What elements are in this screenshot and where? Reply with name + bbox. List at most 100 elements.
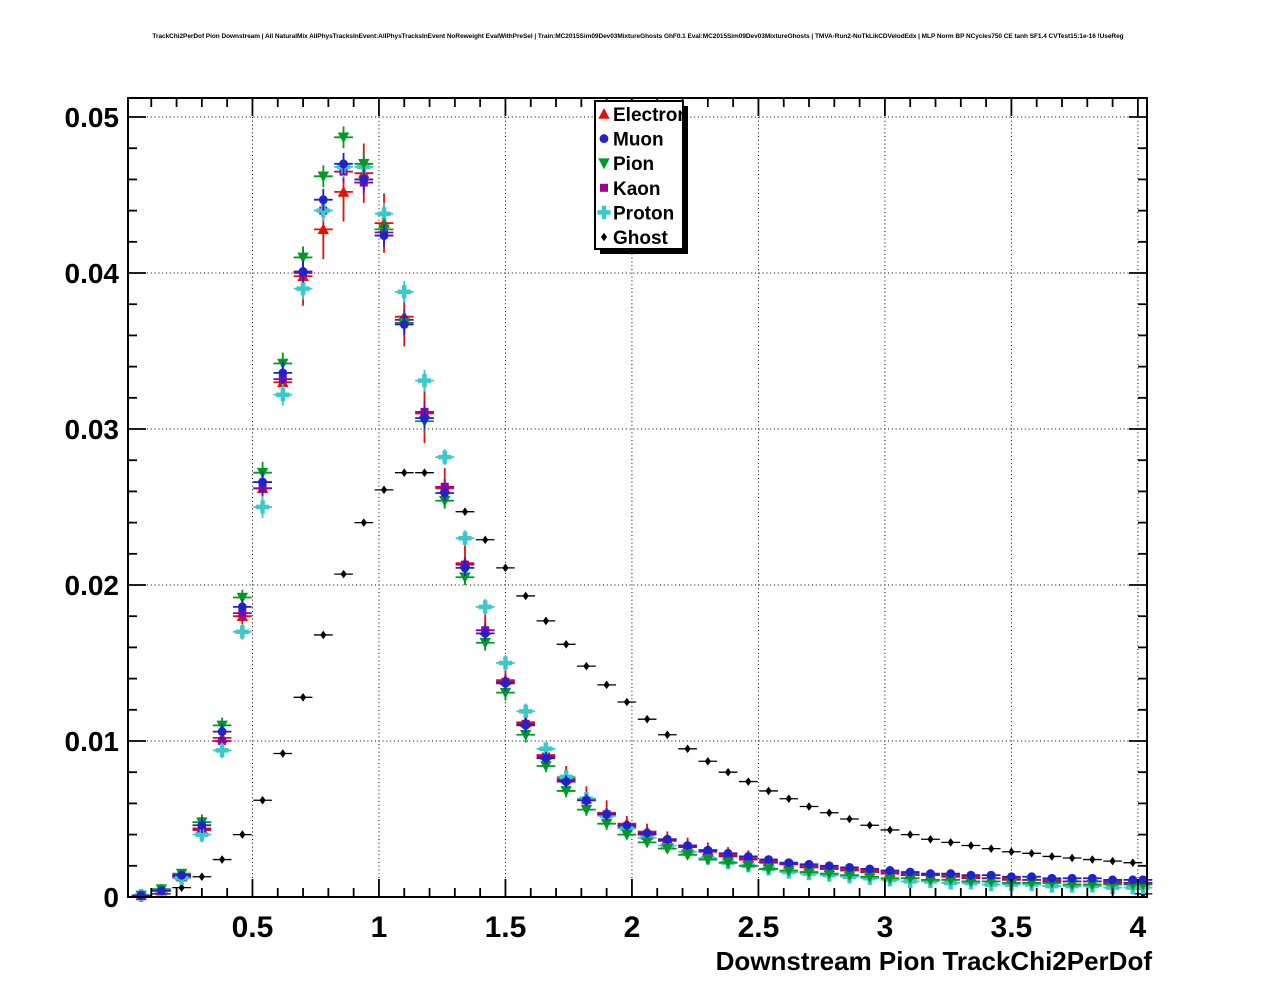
legend-box [594,100,684,250]
circle-marker [926,869,935,879]
diamond-marker [724,767,732,777]
legend-entry-ghost: Ghost [600,228,669,249]
circle-marker [298,267,308,276]
triangle-down-marker [803,867,815,879]
diamond-legend-marker [600,232,608,242]
cross-legend-marker [597,205,611,219]
diamond-marker [866,820,873,830]
diamond-marker [664,730,671,740]
triangle-down-marker [540,761,552,772]
x-tick-label-2.5: 2.5 [738,911,780,944]
axes-frame [127,97,1148,898]
diamond-marker [340,569,347,579]
legend-entry-electron: Electron [598,105,689,126]
circle-marker [703,845,713,855]
cross-marker [397,285,411,299]
diamond-marker [461,507,469,516]
diamond-marker [927,834,934,844]
cross-marker [215,743,229,757]
diamond-marker [198,872,205,882]
legend-entry-muon: Muon [599,130,664,151]
diamond-marker [1008,847,1015,857]
circle-marker [177,870,187,880]
x-tick-label-1.5: 1.5 [485,911,527,944]
triangle-down-marker [985,876,997,888]
cross-marker [438,450,452,464]
triangle-down-marker [358,159,370,170]
series-muon [131,152,1153,900]
triangle-down-marker [621,829,633,841]
diamond-marker [704,756,711,766]
circle-marker [743,852,753,861]
cross-marker [478,600,492,614]
diamond-marker [279,749,286,758]
circle-marker [986,870,996,880]
diamond-marker [421,468,428,477]
circle-marker [1027,872,1037,882]
triangle-down-marker [944,875,957,886]
circle-marker [885,866,895,875]
triangle-down-marker [864,871,876,883]
triangle-down-marker [297,252,309,264]
series-ghost [131,468,1153,902]
circle-marker [541,753,551,763]
circle-marker [824,861,834,871]
circle-marker [217,727,227,737]
diamond-marker [907,830,914,839]
cross-marker [296,282,310,296]
diamond-marker [522,591,529,601]
circle-marker [581,795,591,805]
diamond-marker [765,786,772,796]
plot-title: TrackChi2PerDof Pion Downstream | All Na… [152,33,1124,40]
circle-marker [136,891,146,900]
circle-marker [561,777,571,786]
circle-marker [156,886,166,896]
circle-marker [784,858,794,868]
triangle-down-marker [1086,879,1099,891]
circle-marker [318,195,328,205]
circle-marker [683,841,693,850]
circle-marker [1067,873,1077,883]
cross-marker [458,531,472,545]
circle-marker [379,231,389,241]
legend-label-muon: Muon [613,130,664,151]
triangle-down-legend-marker [598,158,610,170]
circle-marker [197,820,207,830]
triangle-down-marker [600,818,613,830]
y-tick-label-0.05: 0.05 [65,102,120,133]
triangle-down-marker [459,572,471,584]
y-tick-label-0.01: 0.01 [65,726,120,757]
diamond-marker [1089,855,1096,864]
diamond-marker [1048,852,1055,861]
circle-marker [946,869,956,879]
circle-marker [521,720,531,730]
diamond-marker [947,838,954,847]
cross-marker [235,625,249,639]
axis-tick-labels: 0.5 1 1.5 2 2.5 3 3.5 4 0 0.01 0.02 0.03 0.04 0.05 [65,102,1147,944]
circle-marker [1128,875,1138,885]
triangle-up-marker [317,223,329,235]
circle-marker [278,368,288,378]
triangle-down-marker [580,804,593,816]
legend-label-kaon: Kaon [613,179,661,200]
circle-legend-marker [599,134,609,144]
diamond-marker [684,744,691,754]
diamond-marker [785,794,792,804]
triangle-down-marker [904,873,916,885]
square-marker [218,737,227,746]
triangle-down-marker [317,171,329,183]
triangle-down-marker [681,850,694,861]
legend-entry-pion: Pion [598,154,654,175]
circle-marker [399,320,409,329]
diamond-marker [623,697,630,707]
triangle-down-marker [560,786,572,797]
data-series [131,126,1153,903]
diamond-marker [583,661,590,671]
triangle-down-marker [439,495,451,507]
triangle-down-marker [924,875,937,886]
triangle-down-marker [722,857,734,869]
diamond-marker [299,693,307,702]
x-tick-label-2: 2 [624,911,641,944]
triangle-up-legend-marker [598,108,610,119]
y-tick-label-0.04: 0.04 [65,258,120,289]
